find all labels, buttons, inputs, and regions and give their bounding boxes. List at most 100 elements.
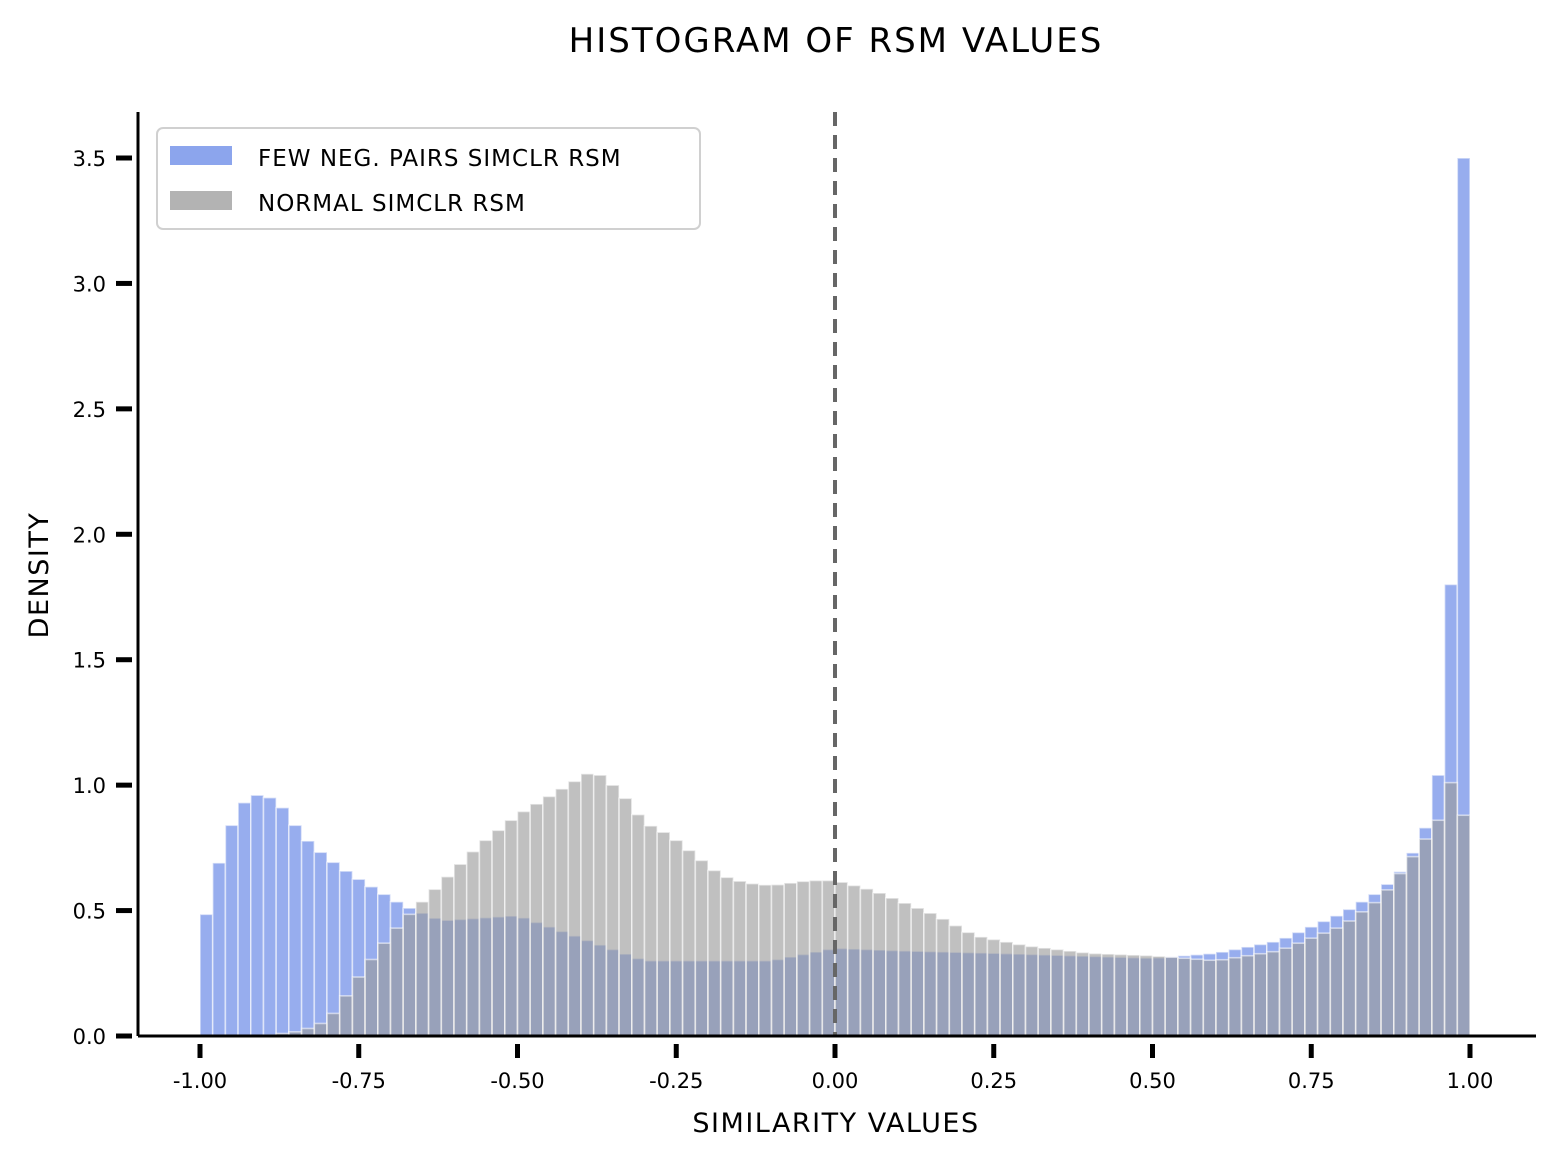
x-tick-label: 1.00 — [1447, 1069, 1494, 1093]
x-axis-label: SIMILARITY VALUES — [692, 1108, 979, 1139]
y-tick-label: 1.5 — [73, 649, 106, 673]
bar-normal-simclr — [732, 880, 747, 1037]
bar-normal-simclr — [694, 859, 709, 1037]
bar-normal-simclr — [1126, 954, 1141, 1037]
x-tick-label: -1.00 — [173, 1069, 227, 1093]
bar-normal-simclr — [1189, 958, 1205, 1037]
chart-title: HISTOGRAM OF RSM VALUES — [569, 21, 1104, 61]
bar-normal-simclr — [770, 883, 785, 1037]
bar-normal-simclr — [630, 813, 646, 1037]
bar-few-neg-pairs — [288, 824, 303, 1037]
bar-normal-simclr — [427, 888, 443, 1037]
y-axis-ticks: 0.0 0.5 1.0 1.5 2.0 2.5 3.0 3.5 — [73, 147, 132, 1049]
bar-normal-simclr — [1329, 927, 1344, 1037]
legend-swatch-few-neg-pairs — [170, 146, 232, 165]
y-axis-label: DENSITY — [24, 512, 55, 639]
bar-normal-simclr — [313, 1022, 328, 1037]
bar-normal-simclr — [402, 913, 417, 1037]
bar-normal-simclr — [999, 941, 1014, 1037]
bar-normal-simclr — [986, 938, 1001, 1037]
bar-normal-simclr — [745, 882, 760, 1037]
x-tick-label: 0.00 — [812, 1069, 859, 1093]
bar-normal-simclr — [542, 795, 557, 1037]
bar-few-neg-pairs — [262, 796, 277, 1037]
bar-normal-simclr — [1202, 959, 1217, 1037]
bar-normal-simclr — [1304, 937, 1319, 1037]
bar-few-neg-pairs — [313, 851, 328, 1037]
bar-normal-simclr — [389, 927, 404, 1037]
bar-normal-simclr — [1088, 952, 1103, 1037]
bar-normal-simclr — [326, 1012, 341, 1037]
bar-few-neg-pairs — [211, 862, 227, 1037]
bar-normal-simclr — [453, 863, 468, 1037]
x-tick-label: -0.75 — [332, 1069, 386, 1093]
bar-few-neg-pairs — [237, 801, 252, 1037]
y-tick-label: 0.0 — [73, 1025, 106, 1049]
bar-normal-simclr — [592, 774, 608, 1037]
bar-normal-simclr — [897, 902, 912, 1037]
bar-normal-simclr — [859, 888, 874, 1037]
bar-normal-simclr — [643, 825, 658, 1037]
x-tick-label: -0.25 — [649, 1069, 703, 1093]
bar-normal-simclr — [681, 849, 697, 1037]
bar-normal-simclr — [1380, 889, 1395, 1037]
bar-normal-simclr — [1278, 947, 1293, 1037]
bar-few-neg-pairs — [326, 861, 341, 1037]
bar-normal-simclr — [948, 924, 963, 1037]
bar-normal-simclr — [1024, 945, 1039, 1037]
bar-normal-simclr — [440, 875, 455, 1037]
y-tick-label: 3.0 — [73, 272, 106, 296]
bar-normal-simclr — [1037, 947, 1052, 1037]
bar-normal-simclr — [1405, 855, 1420, 1037]
bar-normal-simclr — [796, 880, 811, 1037]
legend: FEW NEG. PAIRS SIMCLR RSM NORMAL SIMCLR … — [156, 127, 701, 230]
y-tick-label: 1.0 — [73, 774, 106, 798]
bar-normal-simclr — [872, 892, 887, 1037]
bar-normal-simclr — [491, 829, 506, 1037]
bar-normal-simclr — [1354, 911, 1370, 1037]
bar-normal-simclr — [1240, 954, 1255, 1037]
bar-normal-simclr — [503, 819, 519, 1037]
bar-normal-simclr — [1177, 957, 1192, 1037]
bar-normal-simclr — [351, 976, 366, 1037]
bar-normal-simclr — [1443, 781, 1459, 1037]
bar-few-neg-pairs — [199, 913, 214, 1037]
bar-normal-simclr — [1266, 950, 1281, 1037]
bar-normal-simclr — [1393, 872, 1408, 1037]
bar-normal-simclr — [757, 884, 773, 1037]
bar-normal-simclr — [1227, 956, 1243, 1037]
bar-normal-simclr — [884, 897, 900, 1037]
bar-normal-simclr — [554, 788, 570, 1037]
bar-normal-simclr — [580, 773, 595, 1037]
bar-normal-simclr — [567, 780, 582, 1037]
bar-normal-simclr — [808, 879, 824, 1037]
bar-normal-simclr — [910, 907, 925, 1037]
y-tick-label: 2.5 — [73, 398, 106, 422]
legend-swatch-normal-simclr — [170, 191, 232, 210]
bar-normal-simclr — [1418, 838, 1433, 1037]
axes — [136, 112, 1536, 1038]
bar-normal-simclr — [783, 882, 798, 1037]
bar-normal-simclr — [1253, 952, 1268, 1037]
x-axis-ticks: -1.00 -0.75 -0.50 -0.25 0.00 0.25 0.50 0.75 1.00 — [173, 1044, 1494, 1093]
bar-normal-simclr — [719, 876, 735, 1037]
bar-normal-simclr — [618, 797, 633, 1037]
bar-few-neg-pairs — [275, 806, 290, 1037]
bar-normal-simclr — [376, 942, 392, 1037]
legend-label-few-neg-pairs: FEW NEG. PAIRS SIMCLR RSM — [258, 146, 622, 172]
bar-normal-simclr — [1431, 819, 1446, 1037]
bar-normal-simclr — [1367, 901, 1382, 1037]
legend-label-normal-simclr: NORMAL SIMCLR RSM — [258, 191, 526, 217]
legend-box — [156, 127, 701, 230]
bar-normal-simclr — [1100, 953, 1116, 1037]
bar-normal-simclr — [707, 869, 722, 1037]
bar-normal-simclr — [1011, 943, 1027, 1037]
bar-normal-simclr — [1062, 950, 1078, 1037]
x-tick-label: 0.75 — [1288, 1069, 1335, 1093]
bar-normal-simclr — [1151, 955, 1166, 1037]
bar-normal-simclr — [364, 958, 379, 1037]
x-tick-label: -0.50 — [490, 1069, 544, 1093]
bar-normal-simclr — [1291, 942, 1306, 1037]
bar-normal-simclr — [1050, 948, 1065, 1037]
